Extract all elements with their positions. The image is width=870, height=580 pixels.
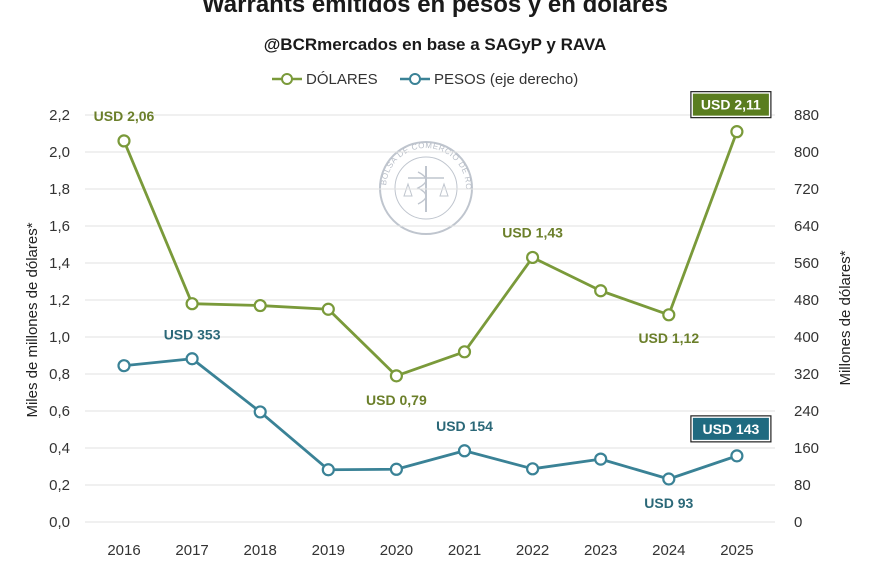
seal-text: BOLSA DE COMERCIO DE ROSARIO <box>0 0 473 190</box>
left-axis-ticks: 0,0 0,2 0,4 0,6 0,8 1,0 1,2 1,4 1,6 1,8 2,0 2,2 <box>49 107 70 531</box>
point-usd <box>117 134 131 148</box>
seal-scale-left <box>403 182 413 197</box>
series-layer <box>117 125 744 486</box>
x-tick-label: 2021 <box>448 542 481 559</box>
left-tick-label: 0,4 <box>49 440 70 457</box>
point-usd <box>730 125 744 139</box>
right-tick-label: 640 <box>794 218 819 235</box>
data-labels-layer: USD 2,06 USD 0,79 USD 1,43 USD 1,12 USD 2,11… <box>94 91 772 511</box>
x-tick-label: 2024 <box>652 542 685 559</box>
point-ars <box>117 359 131 373</box>
x-tick-label: 2022 <box>516 542 549 559</box>
point-usd <box>525 250 540 265</box>
data-label: USD 353 <box>164 327 221 343</box>
point-ars <box>321 463 335 477</box>
data-label: USD 93 <box>644 495 693 511</box>
point-ars <box>525 462 540 476</box>
data-label-box <box>692 417 769 440</box>
right-tick-label: 480 <box>794 292 819 309</box>
legend: DÓLARES PESOS (eje derecho) <box>272 71 578 88</box>
right-tick-label: 320 <box>794 366 819 383</box>
x-tick-label: 2023 <box>584 542 617 559</box>
legend-usd-label: DÓLARES <box>306 71 378 88</box>
data-label-box <box>692 93 769 116</box>
x-tick-label: 2018 <box>244 542 277 559</box>
left-tick-label: 0,8 <box>49 366 70 383</box>
left-tick-label: 0,0 <box>49 514 70 531</box>
point-ars <box>253 405 267 419</box>
right-tick-label: 880 <box>794 107 819 124</box>
left-tick-label: 0,6 <box>49 403 70 420</box>
data-label: USD 154 <box>436 418 493 434</box>
point-ars <box>662 472 676 486</box>
left-tick-label: 2,0 <box>49 144 70 161</box>
right-axis-label: Millones de dólares* <box>837 250 854 385</box>
x-tick-label: 2019 <box>312 542 345 559</box>
x-tick-label: 2020 <box>380 542 413 559</box>
right-tick-label: 400 <box>794 329 819 346</box>
left-tick-label: 2,2 <box>49 107 70 124</box>
data-label: USD 1,12 <box>638 330 699 346</box>
chart-title: Warrants emitidos en pesos y en dólares <box>202 0 668 18</box>
right-tick-label: 0 <box>794 514 802 531</box>
seal-caduceus <box>416 171 427 205</box>
point-ars <box>730 449 744 463</box>
right-axis-ticks: 0 80 160 240 320 400 480 560 640 720 800 880 <box>794 107 819 531</box>
right-tick-label: 240 <box>794 403 819 420</box>
series-line-ars <box>123 357 738 481</box>
left-axis-label: Miles de millones de dólares* <box>24 222 41 417</box>
left-tick-label: 1,4 <box>49 255 70 272</box>
right-tick-label: 80 <box>794 477 811 494</box>
grid <box>85 114 775 523</box>
right-tick-label: 800 <box>794 144 819 161</box>
legend-ars-label: PESOS (eje derecho) <box>434 71 578 88</box>
x-tick-label: 2025 <box>720 542 753 559</box>
legend-ars-marker <box>409 73 421 85</box>
series-line-usd <box>122 131 739 378</box>
chart-subtitle: @BCRmercados en base a SAGyP y RAVA <box>264 35 607 54</box>
left-tick-label: 1,0 <box>49 329 70 346</box>
point-ars <box>457 444 472 458</box>
point-usd <box>457 345 472 359</box>
left-tick-label: 0,2 <box>49 477 70 494</box>
data-label: USD 143 <box>702 421 759 437</box>
data-label: USD 1,43 <box>502 224 563 240</box>
left-tick-label: 1,2 <box>49 292 70 309</box>
point-usd <box>185 297 199 311</box>
point-ars <box>594 452 608 466</box>
left-tick-label: 1,8 <box>49 181 70 198</box>
left-tick-label: 1,6 <box>49 218 70 235</box>
legend-usd-marker <box>281 73 293 85</box>
seal-inner-ring <box>394 156 458 220</box>
point-usd <box>662 308 676 322</box>
right-tick-label: 720 <box>794 181 819 198</box>
seal-scale-right <box>439 182 449 197</box>
data-label: USD 2,06 <box>94 108 155 124</box>
point-usd <box>253 298 267 313</box>
seal-outer-ring <box>379 141 473 235</box>
data-label: USD 2,11 <box>701 97 761 113</box>
point-usd <box>321 302 335 316</box>
point-ars <box>185 352 199 366</box>
point-ars <box>389 462 403 476</box>
point-usd <box>594 284 608 298</box>
point-usd <box>389 369 403 383</box>
x-axis-ticks: 2016 2017 2018 2019 2020 2021 2022 2023 2024 2025 <box>107 542 753 559</box>
right-tick-label: 160 <box>794 440 819 457</box>
right-tick-label: 560 <box>794 255 819 272</box>
data-label: USD 0,79 <box>366 392 427 408</box>
x-tick-label: 2016 <box>107 542 140 559</box>
seal-text-path: BOLSA DE COMERCIO DE ROSARIO <box>0 0 473 190</box>
x-tick-label: 2017 <box>175 542 208 559</box>
